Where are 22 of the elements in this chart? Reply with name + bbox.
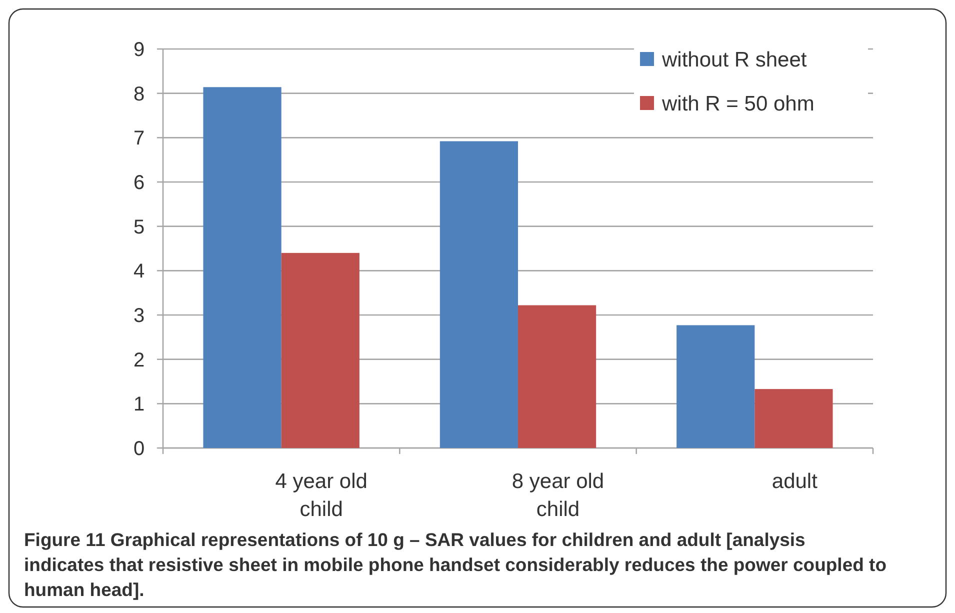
y-tick-label: 1 xyxy=(133,394,145,416)
x-tick-label: adult xyxy=(772,470,818,493)
bar xyxy=(676,325,755,448)
y-tick-label: 6 xyxy=(133,172,145,194)
y-tick-label: 4 xyxy=(133,260,145,283)
caption: Figure 11 Graphical representations of 10 g – SAR values for children and adult [analysis indicates that resistive sheet in mobile phone handset considerably reduces the power coupled to human head]. xyxy=(24,529,887,600)
y-tick-label: 7 xyxy=(133,128,145,150)
x-tick-label: 4 year old child xyxy=(275,470,368,521)
bar xyxy=(281,252,360,448)
bar xyxy=(203,87,282,448)
y-tick-label: 2 xyxy=(133,349,145,372)
legend-label: without R sheet xyxy=(661,48,807,72)
bar xyxy=(518,305,596,448)
y-tick-label: 8 xyxy=(133,83,145,106)
y-tick-label: 9 xyxy=(133,39,145,61)
y-tick-label: 3 xyxy=(133,305,145,327)
x-tick-label: 8 year old child xyxy=(512,470,604,521)
bar xyxy=(440,141,518,448)
y-tick-label: 5 xyxy=(133,216,145,238)
bar xyxy=(754,389,833,448)
y-tick-label: 0 xyxy=(133,438,145,460)
legend-label: with R = 50 ohm xyxy=(661,92,814,116)
